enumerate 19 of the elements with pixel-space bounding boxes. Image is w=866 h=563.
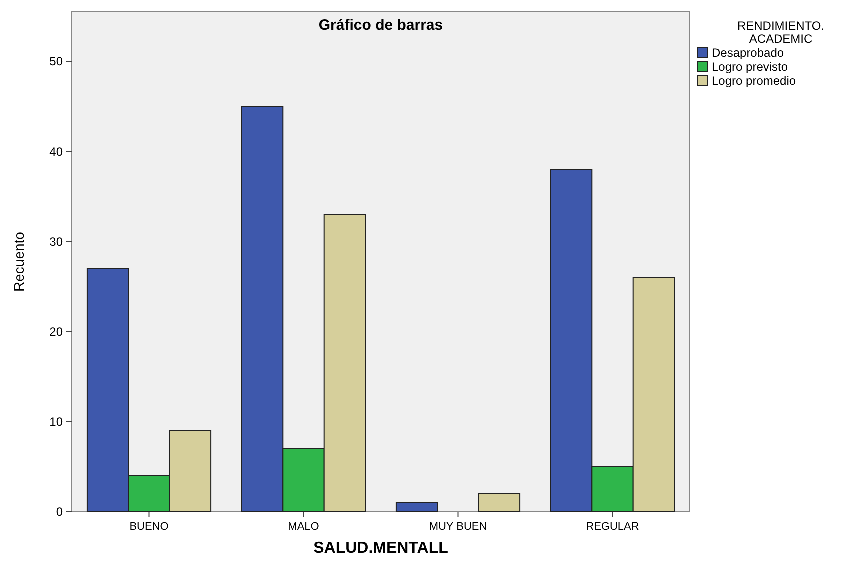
legend-title: RENDIMIENTO.ACADEMIC: [737, 19, 825, 46]
legend-label: Logro previsto: [712, 60, 788, 74]
x-tick-label: BUENO: [130, 521, 170, 533]
y-tick-label: 50: [50, 54, 64, 69]
y-tick-label: 20: [50, 325, 64, 340]
y-axis-title: Recuento: [11, 232, 27, 292]
legend-label: Desaprobado: [712, 46, 784, 60]
y-tick-label: 40: [50, 144, 64, 159]
legend-label: Logro promedio: [712, 74, 796, 88]
y-tick-label: 10: [50, 415, 64, 430]
x-tick-label: REGULAR: [586, 521, 640, 533]
x-tick-label: MUY BUEN: [429, 521, 488, 533]
bar: [396, 502, 438, 512]
chart-title: Gráfico de barras: [318, 17, 444, 34]
bar: [478, 493, 521, 512]
x-axis-title: SALUD.MENTALL: [314, 540, 449, 557]
y-tick-label: 30: [50, 234, 64, 249]
x-tick-label: MALO: [288, 521, 320, 533]
y-tick-label: 0: [56, 505, 64, 520]
